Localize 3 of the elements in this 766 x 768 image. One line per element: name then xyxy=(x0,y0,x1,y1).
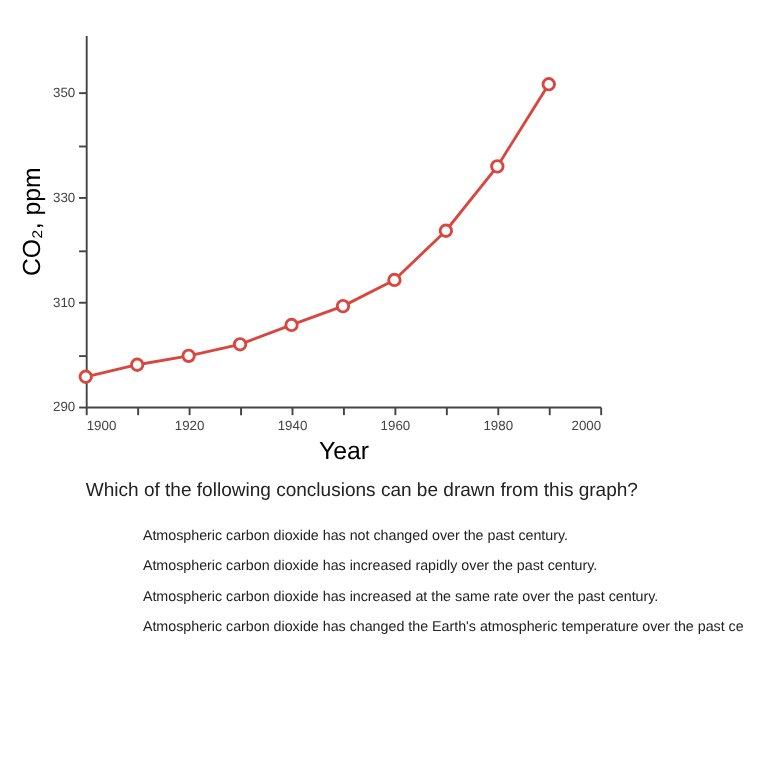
text: Which of the following conclusions can be drawn from this graph? xyxy=(85,480,638,503)
x-axis-title: Year xyxy=(318,437,369,465)
y-axis-title: CO₂, ppm xyxy=(17,167,46,277)
